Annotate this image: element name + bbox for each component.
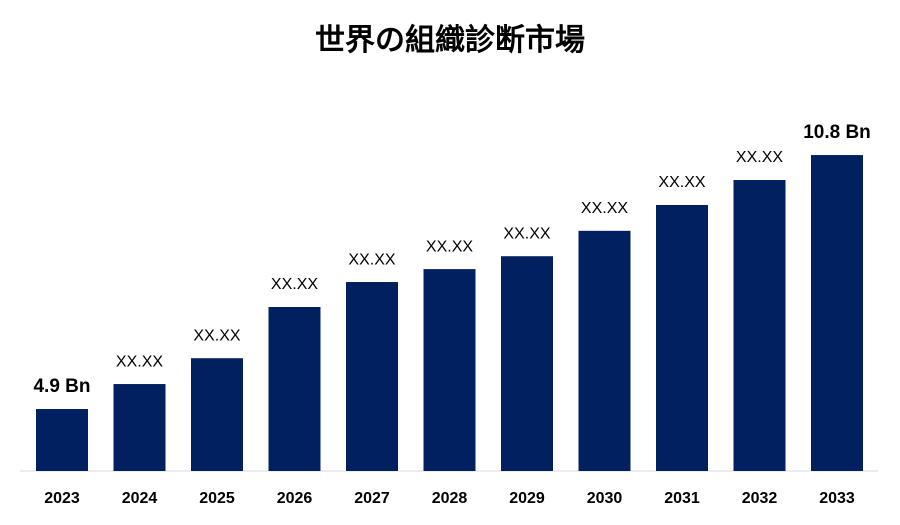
x-tick-label: 2030 — [587, 490, 623, 507]
bar — [423, 269, 476, 471]
x-tick-label: 2027 — [354, 490, 390, 507]
bar — [113, 384, 166, 471]
bar — [811, 155, 863, 471]
x-tick-label: 2024 — [122, 490, 158, 507]
data-label: XX.XX — [426, 238, 473, 255]
bar — [501, 256, 553, 471]
x-tick-label: 2023 — [44, 490, 80, 507]
bar — [191, 358, 243, 471]
x-tick-label: 2029 — [509, 490, 545, 507]
data-label: XX.XX — [658, 174, 705, 191]
bar — [36, 409, 88, 471]
x-tick-label: 2032 — [742, 490, 778, 507]
x-tick-label: 2031 — [664, 490, 700, 507]
data-label: 4.9 Bn — [33, 376, 90, 397]
data-label: 10.8 Bn — [803, 122, 871, 143]
data-label: XX.XX — [348, 251, 395, 268]
bar — [733, 180, 786, 471]
bar — [656, 204, 708, 471]
data-label: XX.XX — [193, 327, 240, 344]
x-tick-label: 2033 — [819, 490, 855, 507]
x-tick-label: 2028 — [432, 490, 468, 507]
bar — [346, 282, 398, 471]
data-label: XX.XX — [271, 276, 318, 293]
bar — [578, 230, 631, 471]
x-tick-label: 2026 — [277, 490, 313, 507]
data-label: XX.XX — [736, 149, 783, 166]
data-label: XX.XX — [116, 353, 163, 370]
chart-title: 世界の組織診断市場 — [315, 23, 585, 57]
x-tick-label: 2025 — [199, 490, 235, 507]
data-label: XX.XX — [581, 200, 628, 217]
bar — [268, 307, 321, 471]
data-label: XX.XX — [503, 225, 550, 242]
